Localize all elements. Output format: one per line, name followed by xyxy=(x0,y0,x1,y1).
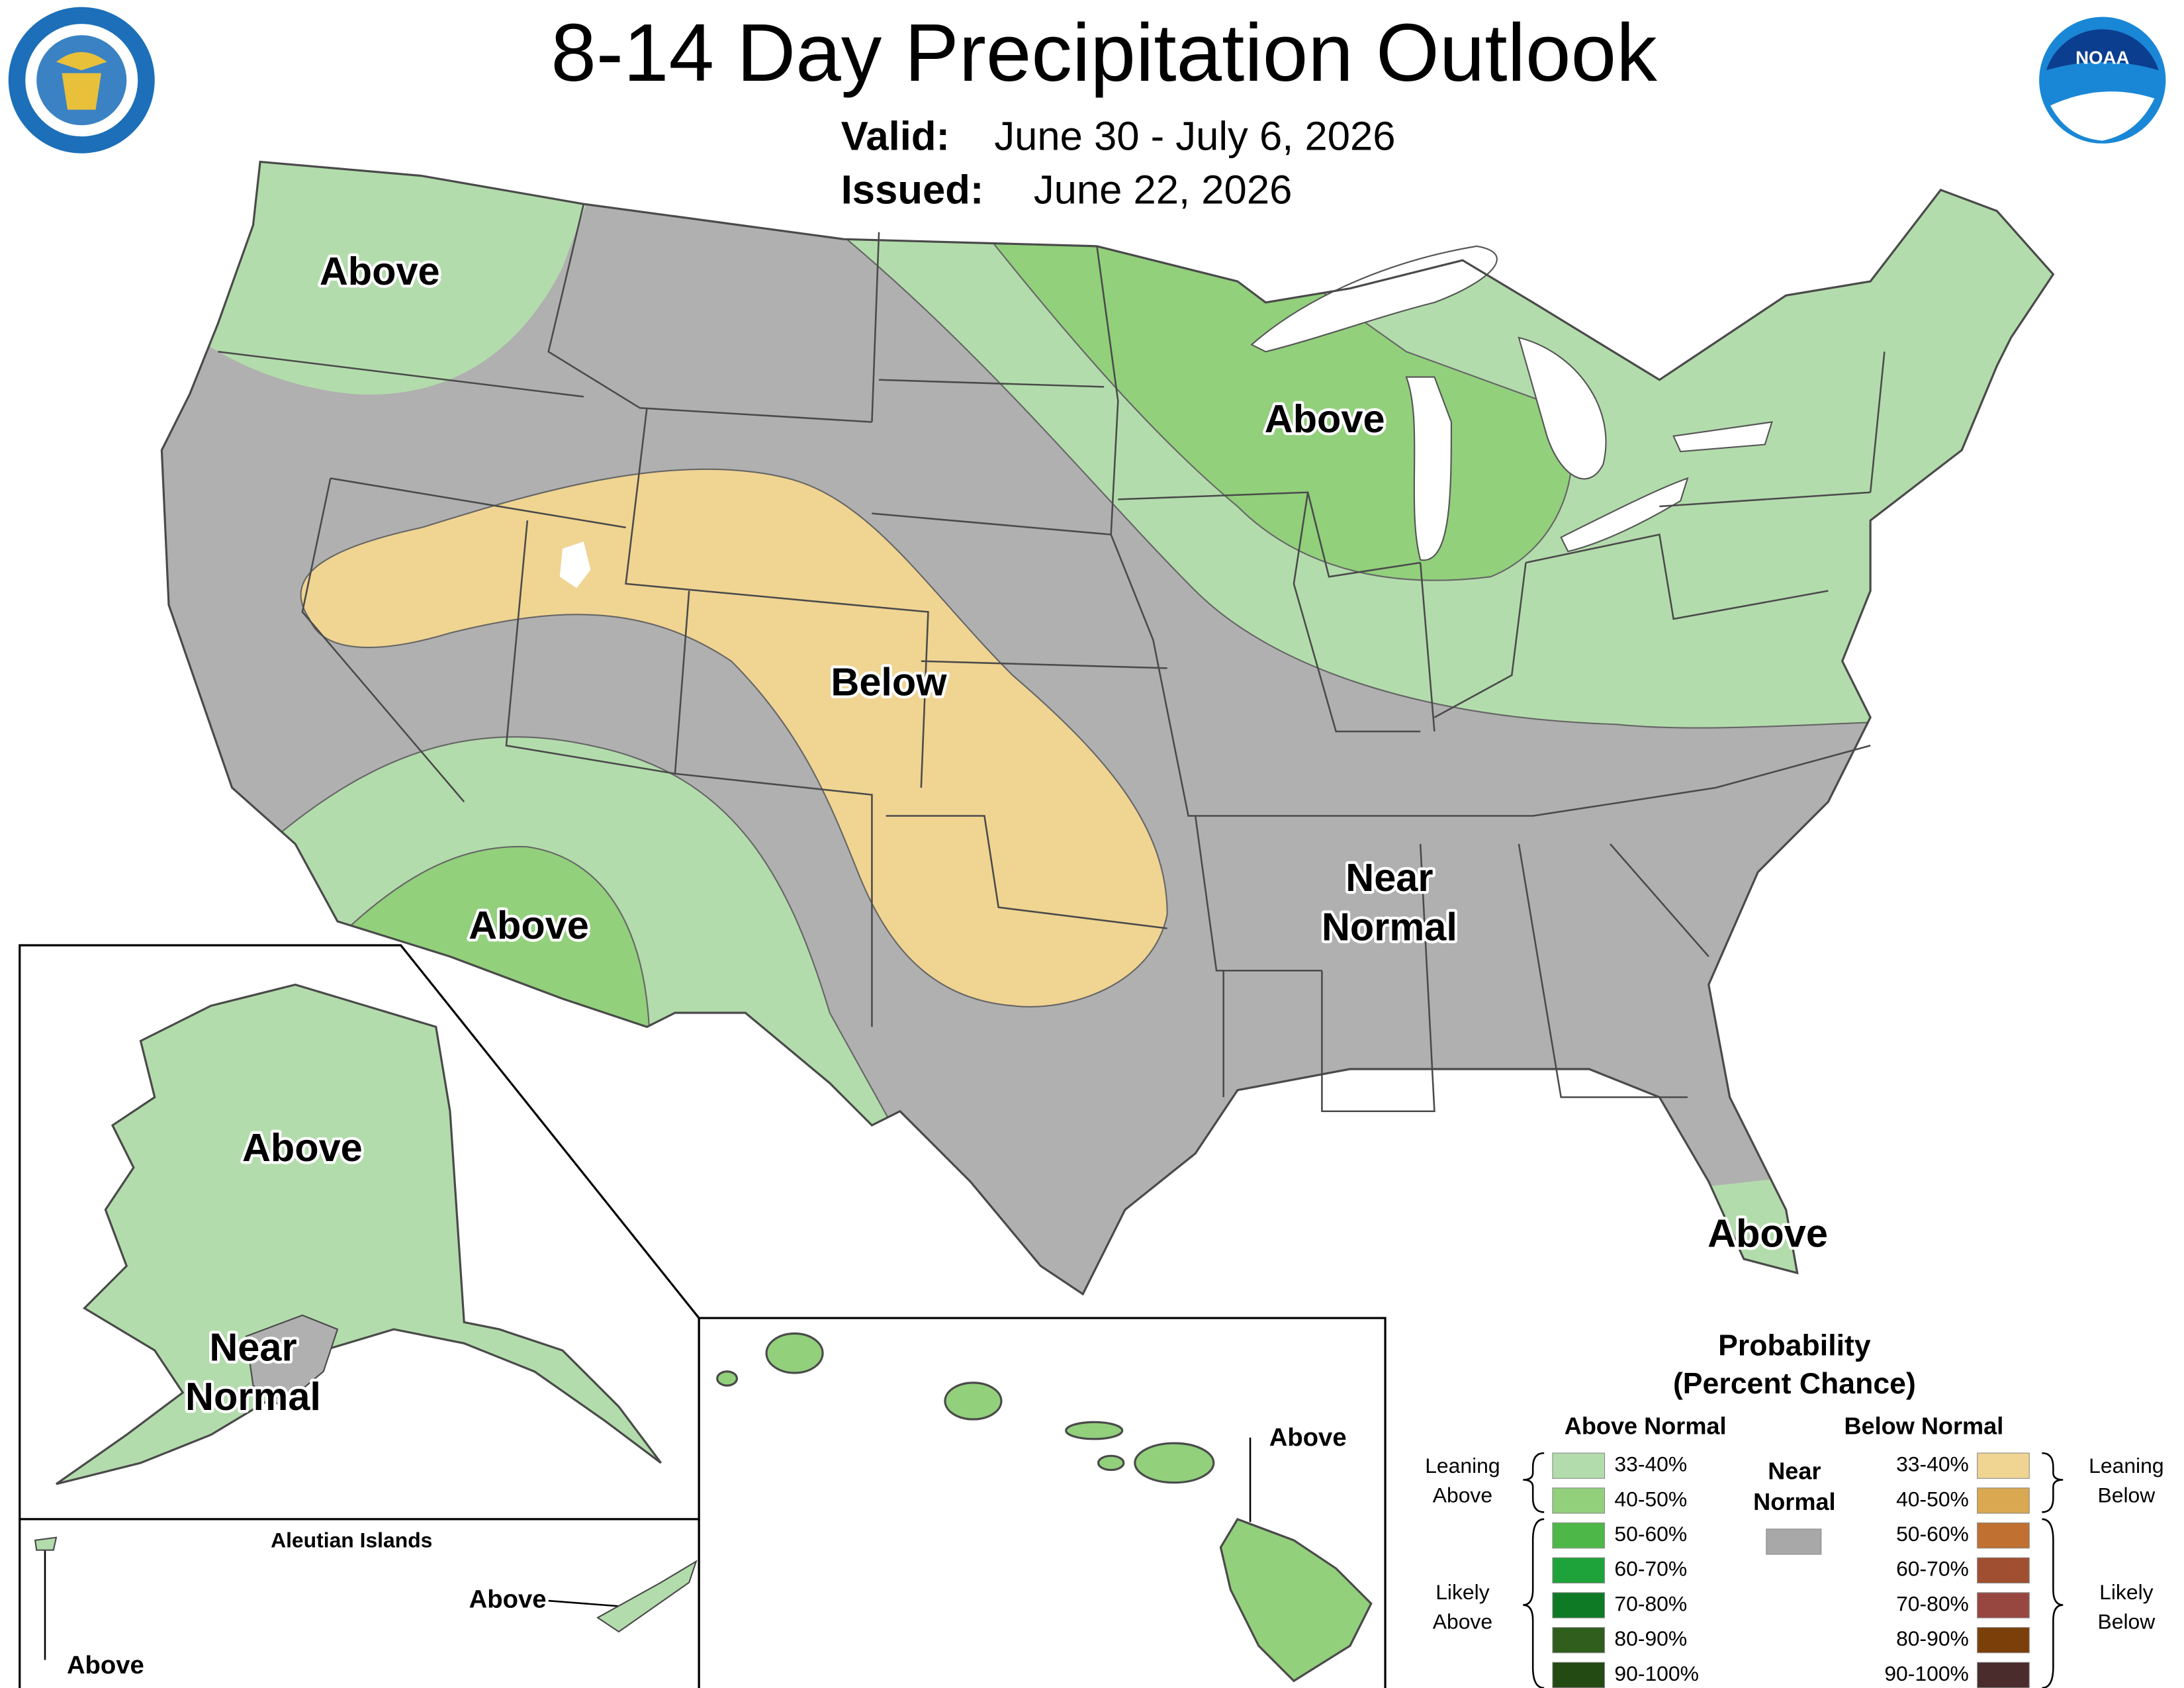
legend-range: 50-60% xyxy=(1896,1522,1969,1546)
legend-range: 60-70% xyxy=(1614,1557,1687,1581)
region-label: Above xyxy=(67,1651,144,1679)
legend-range: 60-70% xyxy=(1896,1557,1969,1581)
legend-range: 70-80% xyxy=(1896,1591,1969,1615)
title: 8-14 Day Precipitation Outlook xyxy=(551,7,1657,99)
legend-swatch xyxy=(1977,1627,2030,1654)
legend-range: 90-100% xyxy=(1884,1662,1969,1685)
legend-range: 80-90% xyxy=(1614,1626,1687,1650)
legend-swatch xyxy=(1977,1662,2030,1688)
legend-brackets xyxy=(1523,1452,2064,1688)
legend-swatch xyxy=(1552,1452,1606,1479)
legend-range: 80-90% xyxy=(1896,1626,1969,1650)
inset-title: Aleutian Islands xyxy=(271,1528,432,1552)
conus-map xyxy=(160,160,2055,1296)
valid-dates: June 30 - July 6, 2026 xyxy=(994,114,1395,160)
legend-near-normal: Normal xyxy=(1753,1488,1835,1515)
legend-swatch xyxy=(1552,1662,1606,1688)
legend-range: 50-60% xyxy=(1614,1522,1687,1546)
legend-group-label: Likely xyxy=(2099,1580,2154,1604)
legend-group-label: Below xyxy=(2097,1483,2156,1507)
legend-heading: Below Normal xyxy=(1844,1412,2003,1439)
issued-date: June 22, 2026 xyxy=(1034,167,1293,212)
legend-title: (Percent Chance) xyxy=(1673,1368,1916,1400)
legend-title: Probability xyxy=(1718,1330,1871,1362)
valid-label: Valid: xyxy=(841,114,950,160)
legend-swatch xyxy=(1977,1557,2030,1583)
region-label: Near xyxy=(209,1325,296,1370)
region-label: Below xyxy=(831,660,947,704)
legend-swatch xyxy=(1552,1627,1606,1654)
legend-group-label: Leaning xyxy=(2089,1454,2163,1477)
legend-swatch xyxy=(1552,1487,1606,1514)
legend-range: 40-50% xyxy=(1614,1487,1687,1511)
legend-swatch xyxy=(1552,1557,1606,1583)
legend-swatch xyxy=(1977,1487,2030,1514)
legend-group-label: Below xyxy=(2097,1610,2156,1634)
legend-near-normal: Near xyxy=(1768,1457,1821,1484)
noaa-logo: NOAA xyxy=(2039,17,2166,144)
legend-heading: Above Normal xyxy=(1565,1412,1727,1439)
alaska-inset xyxy=(19,944,700,1688)
region-label: Normal xyxy=(1322,904,1457,949)
legend-group-label: Above xyxy=(1433,1483,1492,1507)
region-label: Above xyxy=(469,903,589,947)
region-label: Above xyxy=(469,1585,547,1613)
issued-label: Issued: xyxy=(841,167,984,212)
hawaii-inset xyxy=(698,1317,1387,1688)
commerce-seal xyxy=(8,7,155,154)
legend-range: 70-80% xyxy=(1614,1591,1687,1615)
legend-group-label: Likely xyxy=(1435,1580,1490,1604)
region-label: Above xyxy=(1269,1423,1347,1452)
logo-text: NOAA xyxy=(2075,48,2129,68)
region-label: Above xyxy=(320,249,440,293)
region-label: Near xyxy=(1345,855,1433,900)
region-label: Above xyxy=(1707,1211,1828,1256)
legend-swatch xyxy=(1552,1522,1606,1549)
legend-swatch xyxy=(1977,1522,2030,1549)
region-label: Normal xyxy=(185,1374,321,1419)
legend-range: 33-40% xyxy=(1896,1452,1969,1476)
region-label: Above xyxy=(1265,397,1385,441)
legend-group-label: Above xyxy=(1433,1610,1492,1634)
region-label: Above xyxy=(242,1125,363,1170)
legend-swatch xyxy=(1977,1592,2030,1618)
legend-range: 90-100% xyxy=(1614,1662,1699,1685)
legend-group-label: Leaning xyxy=(1425,1454,1500,1477)
legend-swatch xyxy=(1766,1528,1822,1555)
legend-swatch xyxy=(1977,1452,2030,1479)
legend-swatch xyxy=(1552,1592,1606,1618)
legend-range: 40-50% xyxy=(1896,1487,1969,1511)
legend-range: 33-40% xyxy=(1614,1452,1687,1476)
